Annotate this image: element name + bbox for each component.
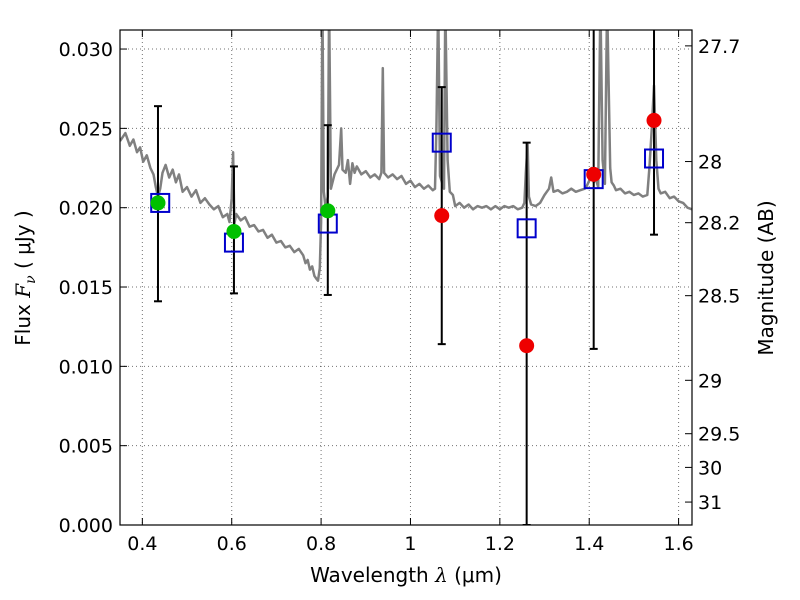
y-tick-label: 0.025 xyxy=(59,118,113,140)
y2-tick-label: 28 xyxy=(698,152,722,174)
y-tick-label: 0.015 xyxy=(59,277,113,299)
y2-tick-label: 29.5 xyxy=(698,424,740,446)
y-tick-label: 0.030 xyxy=(59,39,113,61)
data-point xyxy=(434,208,450,224)
y-tick-label: 0.000 xyxy=(59,515,113,537)
data-point xyxy=(646,112,662,128)
error-bars xyxy=(153,30,659,525)
data-point xyxy=(586,166,602,182)
y2-tick-label: 31 xyxy=(698,492,722,514)
observed-points xyxy=(150,112,662,354)
y-tick-label: 0.005 xyxy=(59,436,113,458)
y2-tick-label: 30 xyxy=(698,457,722,479)
x-tick-label: 1.6 xyxy=(663,533,693,555)
y-tick-labels: 0.000 0.005 0.010 0.015 0.020 0.025 0.030 xyxy=(59,39,113,537)
x-tick-label: 0.8 xyxy=(306,533,336,555)
x-axis-label: Wavelength λ (μm) xyxy=(310,563,502,587)
x-tick-label: 1 xyxy=(404,533,416,555)
y2-tick-label: 28.5 xyxy=(698,286,740,308)
x-tick-label: 1.2 xyxy=(485,533,515,555)
y-axis-label: Flux Fν ( μJy ) xyxy=(11,210,39,345)
y2-tick-label: 28.2 xyxy=(698,213,740,235)
x-tick-labels: 0.4 0.6 0.8 1 1.2 1.4 1.6 xyxy=(127,533,693,555)
x-tick-label: 0.4 xyxy=(127,533,157,555)
y2-axis-label: Magnitude (AB) xyxy=(754,200,778,355)
spectrum-line xyxy=(120,30,692,282)
y-tick-label: 0.020 xyxy=(59,198,113,220)
plot-frame xyxy=(119,29,693,526)
data-point xyxy=(226,223,242,239)
y2-tick-labels: 27.7 28 28.2 28.5 29 29.5 30 31 xyxy=(698,36,740,514)
data-point xyxy=(320,203,336,219)
y-tick-label: 0.010 xyxy=(59,356,113,378)
y2-tick-label: 29 xyxy=(698,370,722,392)
axis-ticks xyxy=(120,30,692,526)
x-tick-label: 0.6 xyxy=(217,533,247,555)
model-square xyxy=(644,148,665,169)
y2-tick-label: 27.7 xyxy=(698,36,740,58)
x-tick-label: 1.4 xyxy=(574,533,604,555)
data-point xyxy=(519,338,535,354)
model-square xyxy=(516,218,537,239)
model-square xyxy=(431,132,452,153)
data-point xyxy=(150,195,166,211)
